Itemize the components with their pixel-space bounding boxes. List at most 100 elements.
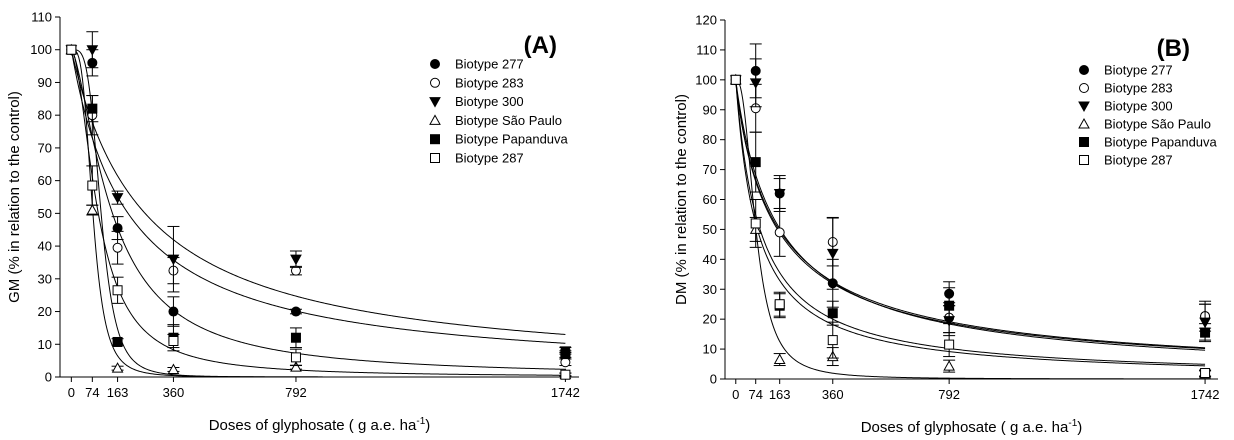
legend: Biotype 277 Biotype 283 Biotype 300 Biotype… xyxy=(429,57,569,166)
data-point xyxy=(560,349,571,360)
data-point xyxy=(773,189,786,200)
data-point xyxy=(774,299,785,310)
series-6 xyxy=(66,44,572,380)
fit-curve xyxy=(735,79,1206,350)
x-tick-label: 74 xyxy=(85,385,99,400)
legend-marker xyxy=(430,77,440,88)
legend-marker xyxy=(1079,83,1089,93)
fit-curve xyxy=(735,79,1206,380)
y-tick-label: 30 xyxy=(703,282,717,297)
y-tick-label: 110 xyxy=(696,42,717,57)
y-tick-label: 50 xyxy=(38,206,52,221)
legend-label: Biotype Papanduva xyxy=(1104,135,1218,150)
x-tick-label: 74 xyxy=(748,387,762,402)
data-point xyxy=(167,254,180,266)
x-tick-label: 163 xyxy=(107,385,129,400)
legend-marker xyxy=(429,97,441,108)
legend-marker xyxy=(1078,101,1090,113)
x-tick-label: 1742 xyxy=(1191,387,1220,402)
y-tick-label: 10 xyxy=(703,342,717,357)
y-tick-label: 110 xyxy=(31,10,52,25)
legend-marker xyxy=(430,153,440,163)
data-point xyxy=(112,285,123,296)
legend-label: Biotype 283 xyxy=(455,75,524,90)
x-axis-label: Doses of glyphosate ( g a.e. ha-1) xyxy=(209,416,431,434)
data-point xyxy=(1199,317,1211,329)
series-1 xyxy=(66,44,572,361)
y-tick-label: 10 xyxy=(38,337,52,352)
x-tick-label: 792 xyxy=(285,385,307,400)
legend-label: Biotype Papanduva xyxy=(455,132,569,147)
data-point xyxy=(86,45,99,56)
y-tick-label: 40 xyxy=(38,239,52,254)
y-tick-label: 30 xyxy=(38,271,52,286)
x-tick-label: 360 xyxy=(163,385,185,400)
data-point xyxy=(1200,327,1211,338)
legend-label: Biotype 300 xyxy=(455,94,524,109)
x-tick-label: 163 xyxy=(769,387,791,402)
legend-label: Biotype São Paulo xyxy=(1104,117,1211,132)
data-point xyxy=(560,357,571,368)
y-tick-label: 90 xyxy=(703,102,717,117)
legend-label: Biotype 277 xyxy=(455,57,524,72)
data-point xyxy=(749,78,762,89)
data-point xyxy=(112,336,123,347)
y-tick-label: 50 xyxy=(703,222,717,237)
data-point xyxy=(730,74,741,85)
y-tick-label: 0 xyxy=(710,372,717,387)
data-point xyxy=(773,353,786,365)
series-2 xyxy=(730,74,1212,334)
x-tick-label: 792 xyxy=(938,387,960,402)
y-tick-label: 80 xyxy=(38,108,52,123)
fit-curve xyxy=(70,49,566,344)
fit-curve xyxy=(735,79,1206,365)
data-point xyxy=(290,361,302,372)
data-point xyxy=(111,362,124,373)
data-point xyxy=(827,308,838,319)
legend-label: Biotype São Paulo xyxy=(455,113,562,128)
y-tick-label: 80 xyxy=(703,132,717,147)
data-point xyxy=(827,335,838,346)
fit-curve xyxy=(735,79,1206,367)
fit-curve xyxy=(71,49,566,378)
data-point xyxy=(168,306,179,317)
legend-marker xyxy=(1079,65,1089,75)
y-tick-label: 70 xyxy=(703,162,717,177)
legend-marker xyxy=(1079,155,1089,165)
data-point xyxy=(87,103,98,114)
data-point xyxy=(1200,368,1211,379)
legend-marker xyxy=(430,134,440,145)
fit-curve xyxy=(70,49,566,370)
legend-label: Biotype 300 xyxy=(1104,99,1173,114)
data-point xyxy=(112,242,123,253)
data-point xyxy=(290,254,302,266)
legend-marker xyxy=(429,114,441,125)
x-axis-label: Doses of glyphosate ( g a.e. ha-1) xyxy=(861,418,1083,436)
panel-label: (A) xyxy=(524,32,557,59)
data-point xyxy=(560,369,571,380)
chart-panel-2: 0 10 20 30 40 50 60 70 80 90 100 110 120 0 74 163 360 792… xyxy=(673,13,1220,437)
panel-label: (B) xyxy=(1157,35,1190,62)
data-point xyxy=(943,360,955,371)
y-axis-label: DM (% in relation to the control) xyxy=(673,94,690,305)
chart-panel-1: 0 10 20 30 40 50 60 70 80 90 100 110 0 74 163 360 792 174… xyxy=(6,10,580,435)
legend-label: Biotype 287 xyxy=(1104,153,1173,168)
series-5 xyxy=(730,74,1212,343)
x-tick-label: 1742 xyxy=(551,385,580,400)
data-point xyxy=(86,204,99,215)
y-axis-label: GM (% in relation to the control) xyxy=(6,91,23,303)
y-tick-label: 20 xyxy=(38,304,52,319)
y-tick-label: 70 xyxy=(38,140,52,155)
legend-label: Biotype 283 xyxy=(1104,81,1173,96)
legend-label: Biotype 277 xyxy=(1104,63,1173,78)
y-tick-label: 40 xyxy=(703,252,717,267)
legend-label: Biotype 287 xyxy=(455,151,524,166)
data-point xyxy=(290,306,301,317)
legend-marker xyxy=(430,59,440,69)
data-point xyxy=(167,363,180,374)
data-point xyxy=(168,336,179,346)
data-point xyxy=(111,193,124,204)
data-point xyxy=(290,332,301,343)
legend-marker xyxy=(1079,137,1089,147)
series-5 xyxy=(66,44,572,360)
